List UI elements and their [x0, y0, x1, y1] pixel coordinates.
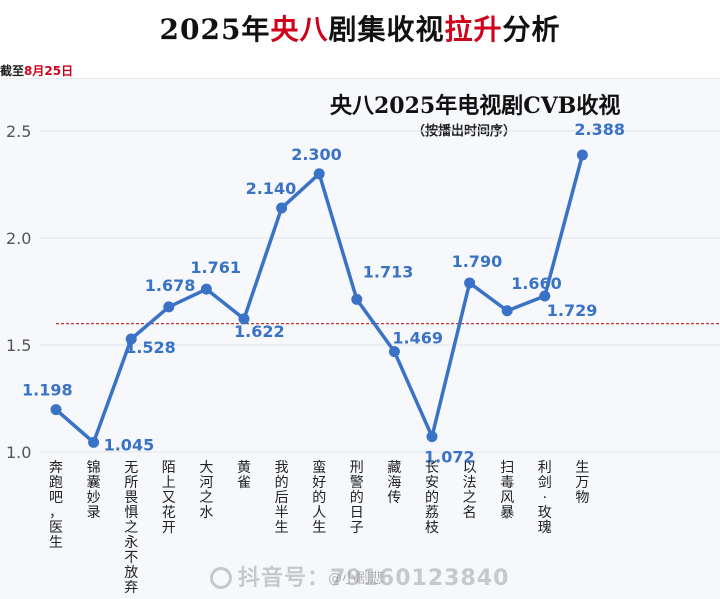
title-part-channel: 央八 — [270, 13, 329, 46]
data-label: 1.198 — [22, 381, 73, 400]
x-category-label: 以法之名 — [463, 460, 477, 521]
x-category-label: 生万物 — [575, 460, 589, 506]
data-label: 2.388 — [574, 120, 625, 139]
y-tick-label: 1.0 — [6, 443, 31, 462]
y-tick-label: 2.5 — [6, 122, 31, 141]
x-category-label: 我的后半生 — [275, 460, 289, 536]
title-part-analysis: 分析 — [502, 13, 561, 46]
data-point — [426, 431, 438, 443]
douyin-logo-icon — [210, 567, 232, 589]
data-point — [351, 293, 363, 305]
title-part-year: 2025年 — [159, 13, 271, 46]
x-category-label: 无所畏惧之永不放弃 — [124, 460, 138, 596]
data-label: 1.761 — [190, 258, 241, 277]
x-category-label: 陌上又花开 — [162, 460, 176, 536]
x-category-label: 蛮好的人生 — [312, 459, 326, 536]
data-label: 1.660 — [511, 274, 562, 293]
data-point — [539, 290, 551, 302]
header: 2025年央八剧集收视拉升分析 — [0, 0, 720, 58]
x-category-label: 利剑·玫瑰 — [538, 460, 552, 536]
data-point — [125, 333, 137, 345]
x-category-label: 藏海传 — [387, 460, 401, 506]
data-point — [576, 149, 588, 161]
watermark-text: 抖音号：79160123840 — [238, 566, 510, 591]
data-point — [388, 346, 400, 358]
x-category-label: 锦囊妙录 — [87, 459, 101, 521]
data-point — [50, 404, 62, 416]
data-label: 1.622 — [234, 322, 285, 341]
data-point — [88, 436, 100, 448]
chart-panel — [0, 78, 720, 599]
data-label: 1.528 — [125, 338, 176, 357]
title-part-ratings: 剧集收视 — [328, 13, 445, 46]
data-point — [464, 277, 476, 289]
data-label: 1.729 — [547, 301, 598, 320]
data-point — [501, 305, 513, 317]
x-category-label: 奔跑吧，医生 — [49, 460, 63, 551]
series-line — [54, 154, 585, 445]
x-category-label: 大河之水 — [199, 460, 213, 521]
data-point — [238, 313, 250, 325]
date-value: 8月25日 — [24, 64, 74, 78]
page-title: 2025年央八剧集收视拉升分析 — [0, 8, 720, 48]
data-label: 2.300 — [291, 145, 342, 164]
x-category-label: 扫毒风暴 — [500, 460, 514, 521]
data-label: 1.045 — [104, 435, 155, 454]
x-category-label: 长安的荔枝 — [425, 460, 439, 536]
y-tick-label: 2.0 — [6, 229, 31, 248]
data-label: 1.678 — [145, 276, 196, 295]
data-point — [163, 301, 175, 313]
data-label: 1.790 — [452, 252, 503, 271]
data-point — [313, 168, 325, 180]
x-category-label: 黄雀 — [237, 459, 251, 491]
data-label: 1.072 — [424, 448, 475, 467]
watermark: 抖音号：79160123840 — [210, 560, 509, 592]
data-point — [276, 202, 288, 214]
data-point — [200, 283, 212, 295]
date-note: 截至8月25日 — [0, 62, 73, 79]
chart-title: 央八2025年电视剧CVB收视 — [330, 93, 621, 119]
data-label: 1.713 — [363, 262, 414, 281]
y-tick-label: 1.5 — [6, 336, 31, 355]
data-label: 1.469 — [392, 329, 443, 348]
date-prefix: 截至 — [0, 64, 25, 78]
watermark-secondary: @小剧悲 — [328, 571, 384, 587]
data-label: 2.140 — [246, 179, 297, 198]
title-part-rise: 拉升 — [444, 13, 503, 46]
x-category-label: 刑警的日子 — [350, 460, 364, 536]
